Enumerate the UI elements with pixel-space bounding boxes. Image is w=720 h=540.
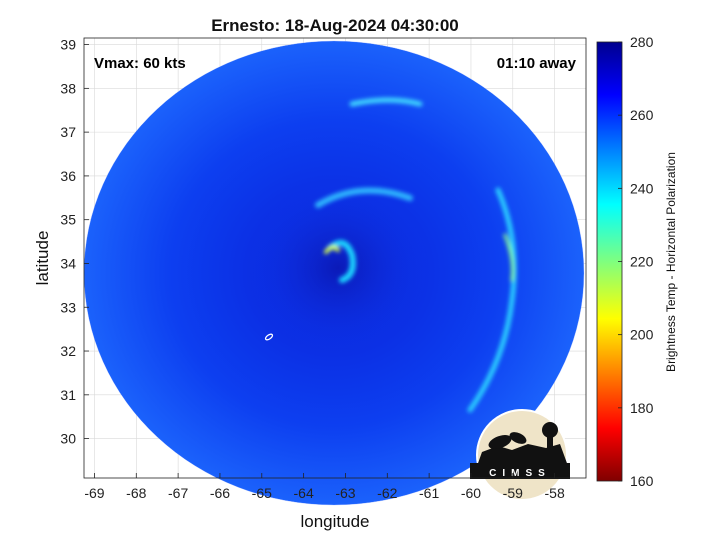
x-tick-label: -58 (545, 485, 565, 501)
north-band (349, 97, 423, 107)
y-axis-ticks: 30 31 32 33 34 35 36 37 38 39 (60, 37, 89, 447)
y-tick-label: 32 (60, 343, 76, 359)
x-tick-label: -62 (377, 485, 397, 501)
plot-frame (83, 37, 587, 479)
y-tick-label: 34 (60, 255, 76, 271)
colorbar-tick-label: 240 (630, 180, 654, 196)
east-band-inner (503, 233, 515, 282)
colorbar: 160 180 200 220 240 260 280 Brightness Temp - … (596, 34, 678, 489)
y-tick-label: 36 (60, 168, 76, 184)
colorbar-tick-label: 200 (630, 327, 654, 343)
y-tick-label: 33 (60, 299, 76, 315)
colorbar-tick-label: 180 (630, 400, 654, 416)
x-tick-label: -63 (335, 485, 355, 501)
x-tick-label: -66 (210, 485, 230, 501)
colorbar-tick-label: 280 (630, 34, 654, 50)
east-band (467, 187, 517, 413)
y-tick-label: 38 (60, 80, 76, 96)
chart-title: Ernesto: 18-Aug-2024 04:30:00 (211, 16, 459, 35)
vmax-annotation: Vmax: 60 kts (94, 55, 186, 72)
x-tick-label: -68 (126, 485, 146, 501)
y-axis-label: latitude (33, 231, 52, 286)
y-tick-label: 31 (60, 387, 76, 403)
colorbar-tick-label: 260 (630, 107, 654, 123)
colorbar-ticks: 160 180 200 220 240 260 280 (618, 34, 654, 489)
away-annotation: 01:10 away (497, 55, 577, 72)
x-tick-label: -65 (252, 485, 272, 501)
x-axis-ticks: -69 -68 -67 -66 -65 -64 -63 -62 -61 -60 -59 -58 (84, 473, 565, 501)
outer-spiral-band (315, 187, 413, 208)
colorbar-tick-label: 160 (630, 473, 654, 489)
x-axis-label: longitude (300, 512, 369, 531)
y-tick-label: 30 (60, 431, 76, 447)
colorbar-tick-label: 220 (630, 254, 654, 270)
white-contour (264, 333, 274, 341)
x-tick-label: -67 (168, 485, 188, 501)
logo-text: CIMSS (489, 468, 551, 479)
eye-region (248, 183, 428, 353)
plot-area: Vmax: 60 kts 01:10 away CIMSS -69 -68 -67-… (60, 37, 587, 506)
inner-eyewall-core (324, 245, 340, 254)
colorbar-label: Brightness Temp - Horizontal Polarizatio… (664, 152, 678, 372)
rainbands (315, 97, 517, 413)
inner-eyewall-band (327, 239, 356, 283)
x-tick-label: -60 (461, 485, 481, 501)
microwave-swath (84, 41, 584, 505)
y-tick-label: 39 (60, 37, 76, 53)
cimss-logo: CIMSS (470, 409, 570, 501)
y-tick-label: 35 (60, 212, 76, 228)
colorbar-gradient (596, 41, 623, 482)
x-tick-label: -61 (419, 485, 439, 501)
x-tick-label: -64 (294, 485, 314, 501)
x-tick-label: -59 (503, 485, 523, 501)
y-tick-label: 37 (60, 124, 76, 140)
x-tick-label: -69 (84, 485, 104, 501)
